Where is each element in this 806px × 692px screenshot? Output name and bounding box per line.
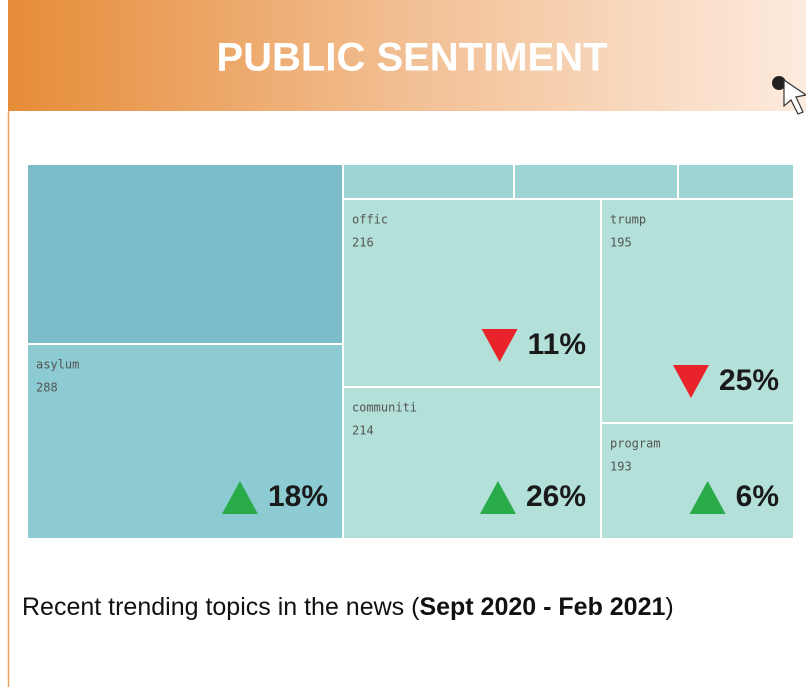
caption-part: Recent trending topics in the news (	[22, 593, 420, 621]
tile-value: 288	[36, 381, 58, 395]
change-label: 26%	[526, 480, 586, 513]
tile-value: 216	[352, 236, 374, 250]
tile	[344, 388, 600, 538]
header-title: PUBLIC SENTIMENT	[216, 36, 607, 80]
tile-value: 193	[610, 460, 632, 474]
change-label: 25%	[719, 364, 779, 397]
caption-part: )	[665, 593, 673, 621]
change-label: 18%	[268, 480, 328, 513]
change-label: 6%	[736, 480, 779, 513]
tile	[679, 165, 793, 198]
arrow-up	[479, 481, 516, 514]
caption: Recent trending topics in the news (Sept…	[22, 593, 674, 621]
caption-part: Sept 2020 - Feb 2021	[419, 593, 665, 621]
tile-label: trump	[610, 213, 646, 227]
tile	[28, 165, 342, 343]
tile-label: program	[610, 437, 661, 451]
tile	[344, 200, 600, 386]
arrow-up	[221, 481, 258, 514]
tile-label: communiti	[352, 401, 417, 415]
change-label: 11%	[528, 328, 586, 361]
arrow-down	[481, 329, 518, 362]
tile-label: offic	[352, 213, 388, 227]
header	[8, 0, 806, 111]
tile	[602, 424, 793, 538]
tile	[344, 165, 513, 198]
tile	[515, 165, 677, 198]
info-cursor[interactable]	[772, 76, 806, 115]
arrow-down	[672, 365, 709, 398]
tile-value: 214	[352, 424, 374, 438]
tile-value: 195	[610, 236, 632, 250]
tile-label: asylum	[36, 358, 79, 372]
tile	[28, 345, 342, 538]
arrow-up	[689, 481, 726, 514]
